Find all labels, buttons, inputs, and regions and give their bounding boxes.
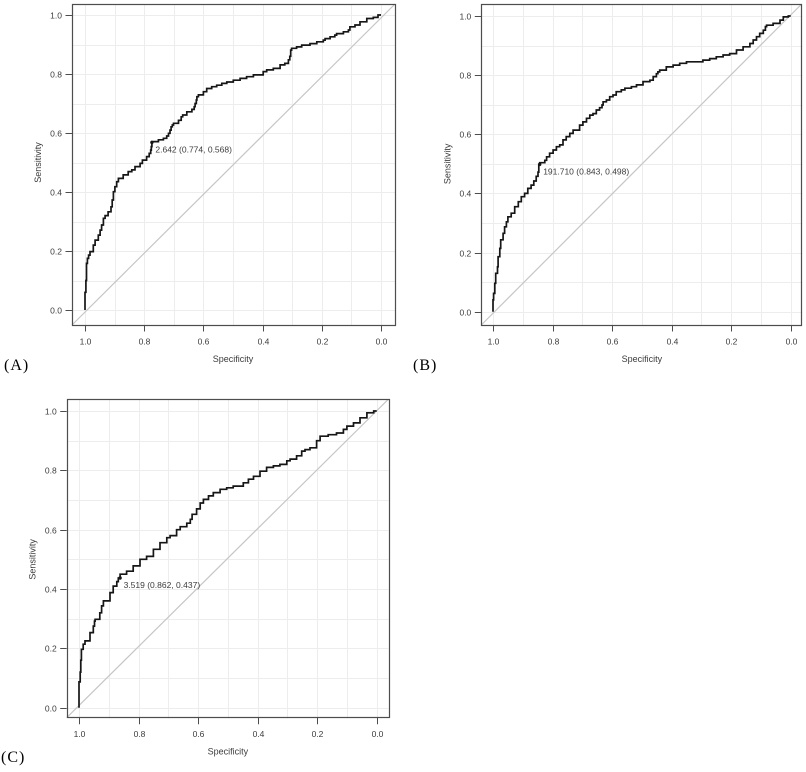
panel-label-a: (A) <box>4 357 30 374</box>
y-axis-tick-label: 0.2 <box>50 247 62 257</box>
x-axis-tick-label: 0.0 <box>786 337 798 347</box>
y-axis-tick-label: 1.0 <box>45 407 57 417</box>
y-axis-tick-label: 1.0 <box>459 12 471 22</box>
y-axis-tick-label: 0.4 <box>45 585 57 595</box>
chance-diagonal-line <box>66 398 389 719</box>
y-axis-title: Sensitivity <box>442 143 452 184</box>
panel-label-b: (B) <box>413 357 438 374</box>
roc-chart-a: 1.0 0.8 0.6 0.4 0.2 0.0 0.0 0.2 0.4 0.6 0.8 1.0 Spec… <box>33 3 397 364</box>
y-axis-tick-label: 0.2 <box>459 249 471 259</box>
y-axis-tick-label: 0.2 <box>45 644 57 654</box>
x-axis-tick-label: 1.0 <box>488 337 500 347</box>
x-axis-tick-label: 0.8 <box>139 337 151 347</box>
y-axis-tick-label: 0.8 <box>459 71 471 81</box>
x-axis-tick-label: 0.6 <box>607 337 619 347</box>
x-axis-tick-label: 0.6 <box>193 729 205 739</box>
x-axis-tick-label: 0.0 <box>372 729 384 739</box>
plot-frame <box>480 3 803 327</box>
y-axis-tick-label: 0.8 <box>45 466 57 476</box>
y-axis-title: Sensitivity <box>33 142 43 183</box>
x-axis-tick-label: 0.0 <box>376 337 388 347</box>
x-axis-tick-label: 0.8 <box>548 337 560 347</box>
y-axis-tick-label: 0.6 <box>45 526 57 536</box>
chance-diagonal-line <box>480 3 803 326</box>
x-axis-title: Specificity <box>622 354 663 364</box>
y-axis-tick-label: 0.4 <box>50 188 62 198</box>
threshold-label: 3.519 (0.862, 0.437) <box>124 580 201 590</box>
x-axis-tick-label: 1.0 <box>80 337 92 347</box>
x-axis-title: Specificity <box>213 354 254 364</box>
roc-chart-b: 1.0 0.8 0.6 0.4 0.2 0.0 0.0 0.2 0.4 0.6 0.8 1.0 Spec… <box>442 3 803 364</box>
roc-curve-path <box>78 410 377 708</box>
x-axis-title: Specificity <box>208 747 249 757</box>
x-axis-tick-label: 1.0 <box>74 729 86 739</box>
roc-panel-b: 1.0 0.8 0.6 0.4 0.2 0.0 0.0 0.2 0.4 0.6 0.8 1.0 Spec… <box>403 0 806 386</box>
plot-frame <box>71 3 397 327</box>
x-axis-tick-label: 0.4 <box>253 729 265 739</box>
roc-curve-path <box>84 14 381 310</box>
y-axis-tick-label: 1.0 <box>50 11 62 21</box>
plot-frame <box>66 398 391 719</box>
threshold-label: 191.710 (0.843, 0.498) <box>543 166 629 176</box>
y-axis-title: Sensitivity <box>28 539 38 580</box>
x-axis-tick-label: 0.8 <box>134 729 146 739</box>
roc-panel-a: 1.0 0.8 0.6 0.4 0.2 0.0 0.0 0.2 0.4 0.6 0.8 1.0 Spec… <box>0 0 403 386</box>
threshold-point <box>150 140 154 145</box>
threshold-label: 2.642 (0.774, 0.568) <box>155 144 232 154</box>
y-axis-tick-label: 0.4 <box>459 189 471 199</box>
threshold-point <box>118 576 122 580</box>
roc-curve-path <box>492 15 791 312</box>
roc-panel-c: 1.0 0.8 0.6 0.4 0.2 0.0 0.0 0.2 0.4 0.6 0.8 1.0 Spec… <box>0 386 403 772</box>
threshold-point <box>538 162 542 167</box>
y-axis-tick-label: 0.6 <box>50 129 62 139</box>
y-axis-tick-label: 0.8 <box>50 70 62 80</box>
panel-label-c: (C) <box>1 749 26 766</box>
x-axis-tick-label: 0.2 <box>312 729 324 739</box>
y-axis-tick-label: 0.6 <box>459 130 471 140</box>
y-axis-tick-label: 0.0 <box>459 308 471 318</box>
x-axis-tick-label: 0.6 <box>198 337 210 347</box>
x-axis-tick-label: 0.4 <box>667 337 679 347</box>
chance-diagonal-line <box>71 3 396 326</box>
x-axis-tick-label: 0.4 <box>258 337 270 347</box>
x-axis-tick-label: 0.2 <box>726 337 738 347</box>
x-axis-tick-label: 0.2 <box>317 337 329 347</box>
y-axis-tick-label: 0.0 <box>50 306 62 316</box>
y-axis-tick-label: 0.0 <box>45 704 57 714</box>
roc-chart-c: 1.0 0.8 0.6 0.4 0.2 0.0 0.0 0.2 0.4 0.6 0.8 1.0 Spec… <box>28 398 391 757</box>
